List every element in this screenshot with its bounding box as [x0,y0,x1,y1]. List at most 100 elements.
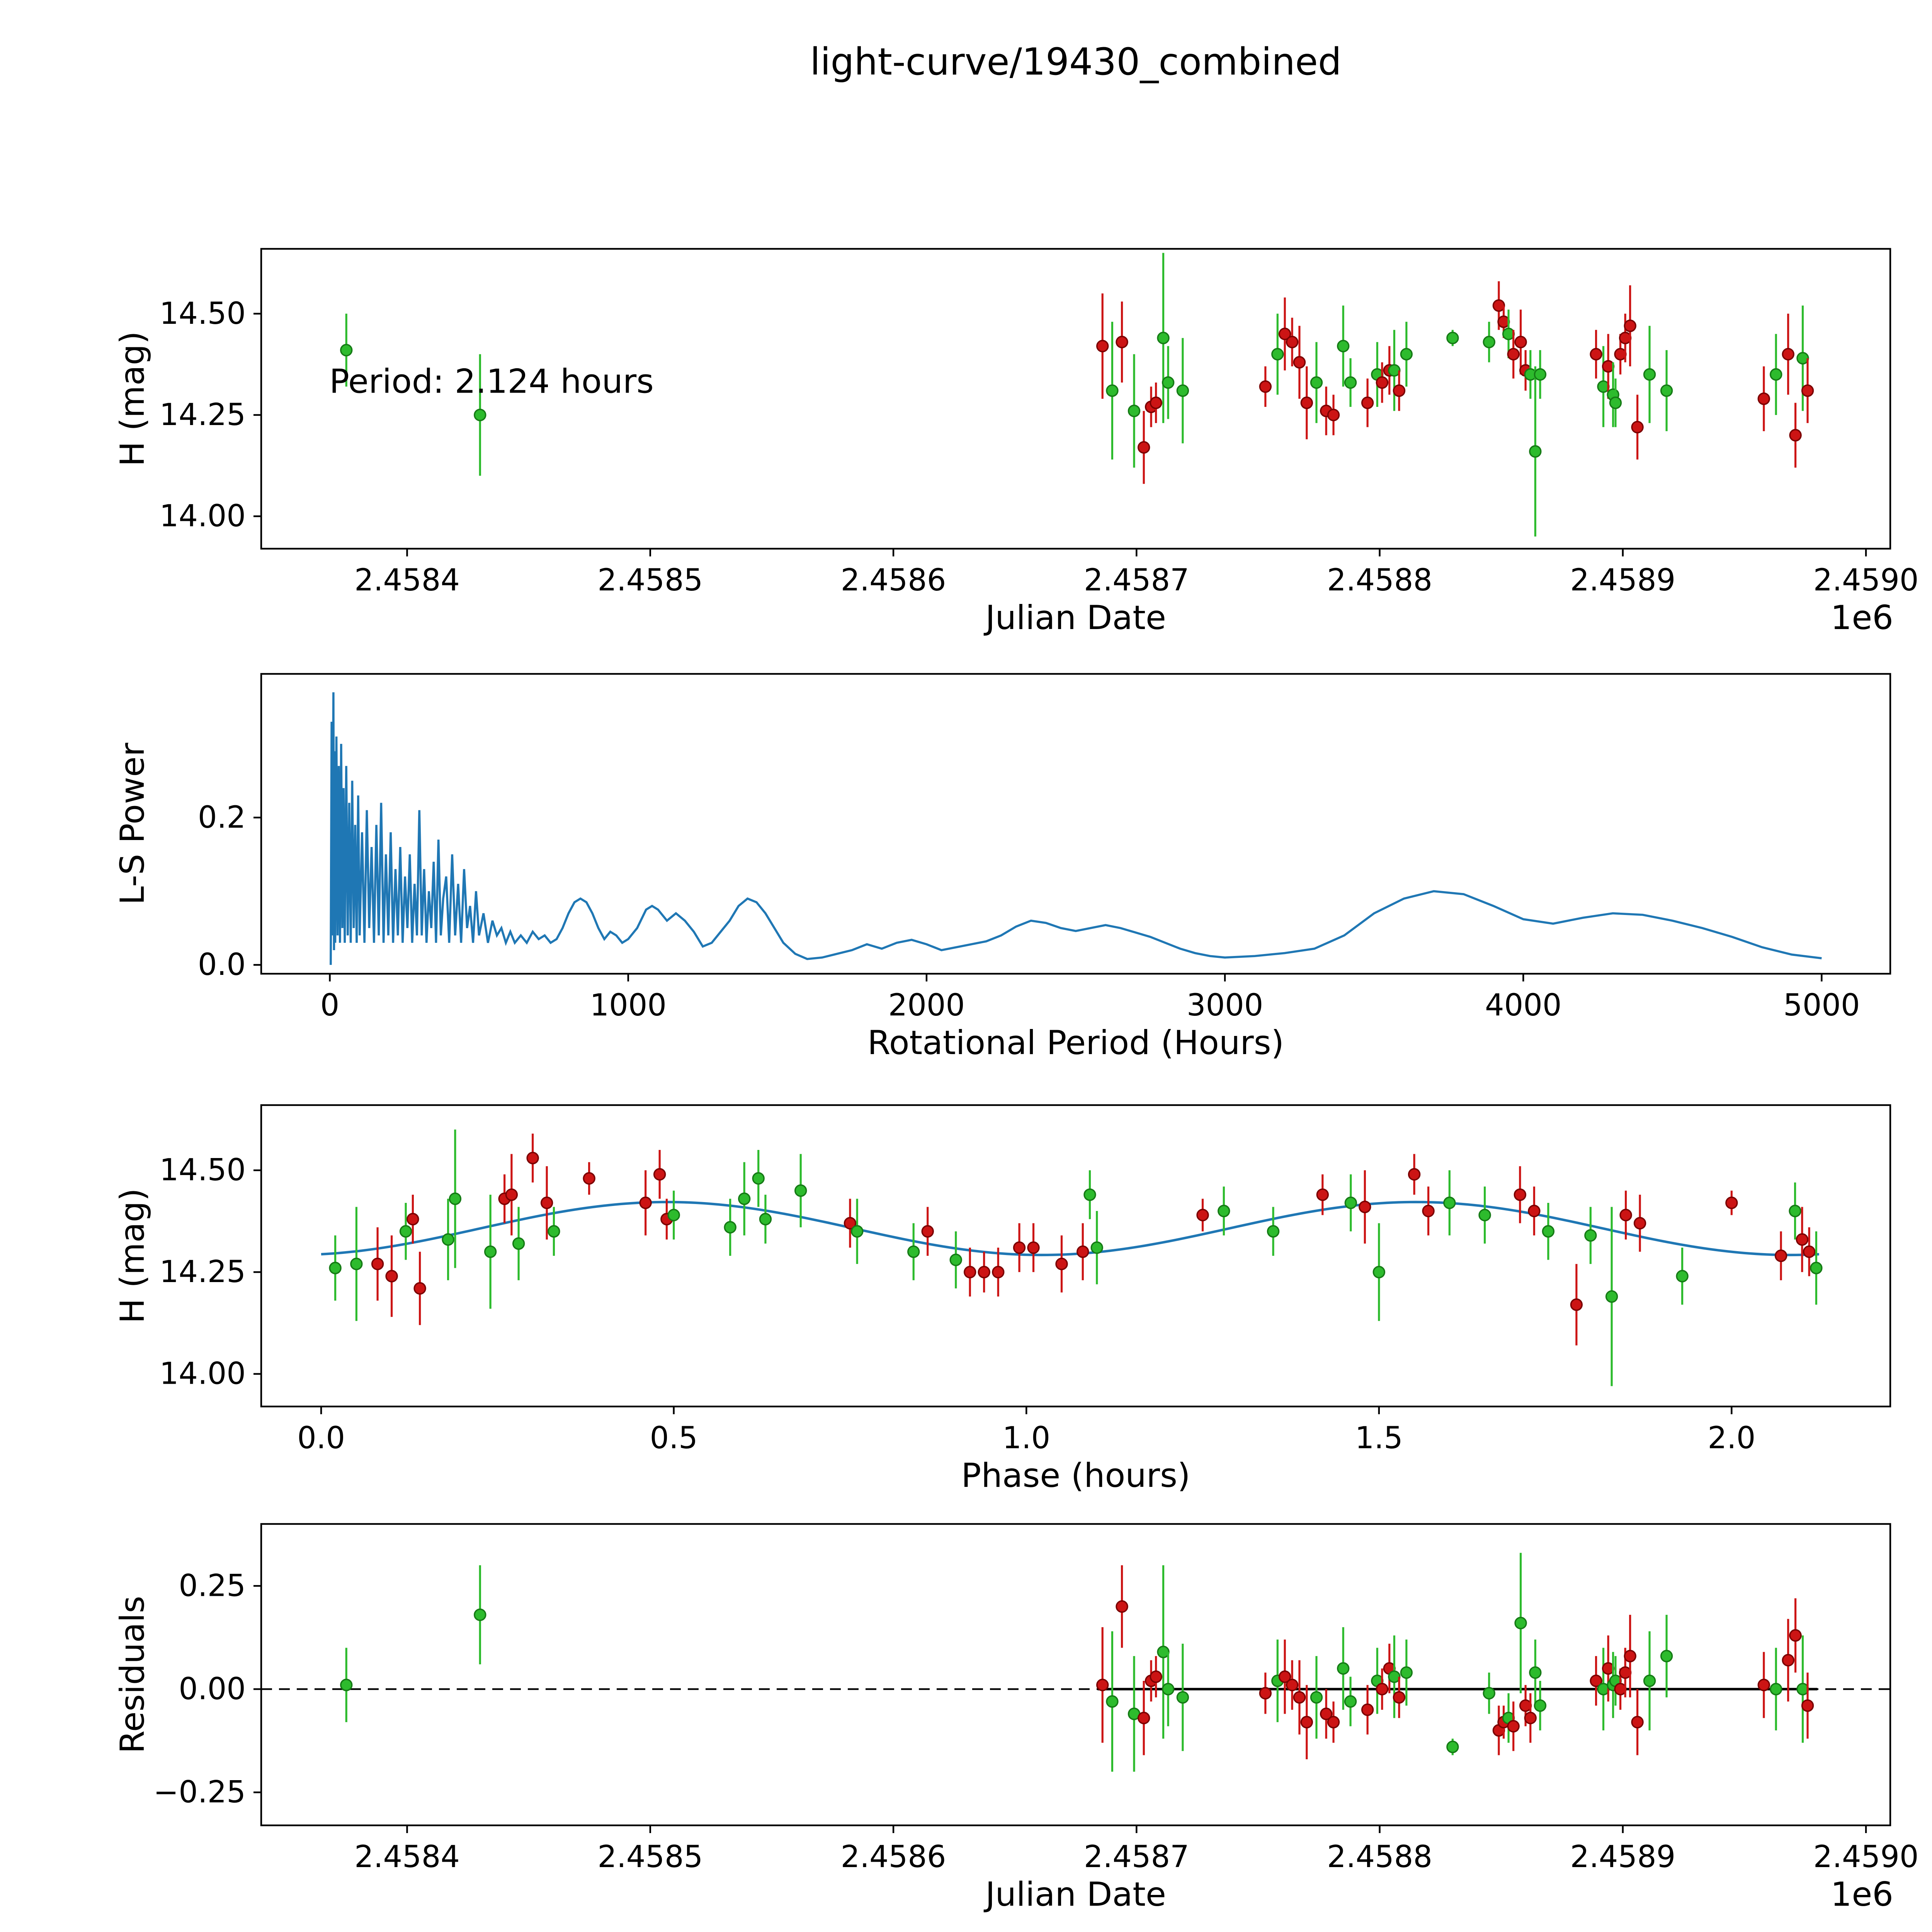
data-point [1570,1298,1583,1311]
data-point [1259,380,1272,393]
data-point [992,1265,1005,1279]
data-point [978,1265,990,1279]
data-point [1077,1245,1089,1258]
residuals-xlabel: Julian Date [983,1875,1166,1914]
data-point [340,344,353,357]
data-point [1443,1196,1456,1209]
data-point [1757,1679,1770,1691]
x-tick-label: 2.4586 [841,563,946,598]
data-point [1400,1666,1413,1679]
axes-box [260,1523,1891,1827]
data-point [406,1213,419,1226]
data-point [1801,384,1814,397]
data-point [1316,1188,1329,1201]
data-point [1027,1241,1040,1254]
data-point [413,1282,426,1295]
data-point [1300,1716,1313,1729]
data-point [583,1172,595,1185]
x-axis-offset-label: 1e6 [1831,1875,1893,1914]
data-point [1801,1699,1814,1712]
data-point [1408,1168,1421,1181]
x-tick-label: 2.4588 [1327,563,1432,598]
data-point [1106,384,1119,397]
data-point [1725,1196,1738,1209]
data-point [1507,348,1520,361]
data-point [1446,1740,1459,1753]
data-point [1624,1650,1636,1663]
data-point [474,408,486,422]
x-tick-label: 2.4585 [597,563,703,598]
data-point [1478,1209,1491,1221]
data-point [1344,1695,1357,1708]
data-point [1310,376,1323,389]
data-point [1529,1666,1542,1679]
data-point [1090,1241,1103,1254]
data-point [1393,1691,1406,1704]
data-point [1534,1699,1547,1712]
data-point [1660,1650,1673,1663]
data-point [1267,1225,1280,1238]
data-point [1393,384,1406,397]
data-point [340,1679,353,1691]
x-tick-label: 1.0 [1002,1421,1050,1456]
data-point [1320,1708,1333,1720]
data-point [1770,1683,1782,1696]
data-point [1446,332,1459,344]
panel-residuals: 2.4584 2.4585 2.4586 2.4587 2.4588 2.4589 2.45… [113,1523,1919,1914]
data-point [1782,1654,1794,1667]
periodogram-xlabel: Rotational Period (Hours) [867,1024,1284,1062]
data-point [851,1225,864,1238]
x-tick-label: 5000 [1783,988,1860,1023]
data-point [1337,340,1350,352]
data-point [1286,335,1299,349]
data-point [1542,1225,1555,1238]
data-point [1590,1674,1602,1687]
data-point [1483,1687,1495,1700]
data-point [1083,1188,1096,1201]
x-tick-label: 2.4589 [1570,563,1675,598]
x-tick-label: 2.4587 [1084,1840,1189,1874]
panel-phase: 0.0 0.5 1.0 1.5 2.0 14.00 14.25 14.50 Phase (hou… [113,1104,1891,1495]
data-point [1584,1229,1597,1242]
data-point [1218,1204,1230,1218]
data-point [1300,396,1313,409]
x-tick-label: 2.4586 [841,1840,946,1874]
data-point [1293,1691,1306,1704]
data-point [1372,1265,1385,1279]
data-point [653,1168,666,1181]
x-tick-label: 2000 [888,988,965,1023]
data-point [1096,1679,1109,1691]
y-tick-label: 0.00 [179,1672,246,1706]
data-point [1782,348,1794,361]
data-point [759,1213,772,1226]
data-point [1400,348,1413,361]
data-point [1534,368,1547,381]
data-point [1631,421,1644,434]
data-point [1803,1245,1816,1258]
data-point [1643,1674,1656,1687]
data-point [921,1225,934,1238]
data-point [907,1245,920,1258]
x-tick-label: 2.0 [1708,1421,1755,1456]
data-point [512,1237,525,1250]
x-tick-label: 0.0 [297,1421,345,1456]
x-tick-label: 4000 [1485,988,1562,1023]
data-point [1271,348,1284,361]
data-point [1376,1683,1389,1696]
data-point [1278,1670,1291,1683]
data-point [1278,328,1291,340]
y-tick-label: 0.25 [179,1568,246,1603]
data-point [1162,1683,1175,1696]
data-point [1157,332,1170,344]
data-point [1528,1204,1541,1218]
lightcurve-ylabel: H (mag) [113,331,152,466]
data-point [1789,1204,1801,1218]
phase-ylabel: H (mag) [113,1188,152,1323]
panel-lightcurve: 2.4584 2.4585 2.4586 2.4587 2.4588 2.4589 2.45… [113,248,1919,637]
data-point [548,1225,560,1238]
data-point [1096,340,1109,352]
data-point [1359,1201,1371,1213]
data-point [1150,396,1162,409]
